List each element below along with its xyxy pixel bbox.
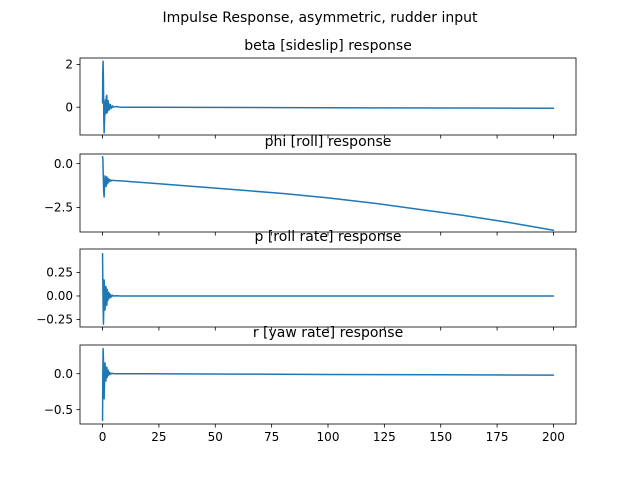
series-line [101, 155, 555, 231]
series-line [101, 60, 555, 134]
axes-frame [79, 248, 577, 328]
x-tick-label: 150 [429, 430, 452, 444]
series-line [101, 347, 555, 422]
x-tick-label: 50 [208, 430, 223, 444]
y-tick-label: 0.25 [46, 266, 73, 280]
y-tick-label: 0.00 [46, 289, 73, 303]
x-tick-label: 200 [542, 430, 565, 444]
x-tick-label: 0 [99, 430, 107, 444]
series-line [101, 252, 555, 325]
y-tick-label: −0.5 [44, 403, 73, 417]
subplot-2: phi [roll] response 0.0 −2.5 [44, 134, 577, 236]
subplot-title: beta [sideslip] response [244, 38, 412, 54]
y-tick-label: 0 [65, 100, 73, 114]
x-tick-label: 175 [486, 430, 509, 444]
subplot-title: r [yaw rate] response [253, 325, 403, 341]
axes-frame [79, 57, 577, 136]
y-tick-label: −2.5 [44, 201, 73, 215]
subplot-3: p [roll rate] response 0.25 0.00 −0.25 [36, 229, 577, 331]
x-tick-label: 125 [373, 430, 396, 444]
subplot-1: beta [sideslip] response 2 0 [65, 38, 577, 139]
y-tick-label: 0.0 [54, 367, 73, 381]
subplots: beta [sideslip] response 2 0 phi [roll] res… [36, 38, 577, 444]
subplot-title: phi [roll] response [265, 134, 392, 150]
subplot-4: r [yaw rate] response 0.0 −0.5 0 25 50 75 100 12… [44, 325, 577, 444]
y-tick-label: 0.0 [54, 157, 73, 171]
y-tick-label: 2 [65, 58, 73, 72]
axes-frame [79, 344, 577, 425]
x-tick-label: 75 [264, 430, 279, 444]
figure-title: Impulse Response, asymmetric, rudder inp… [163, 10, 478, 26]
x-tick-label: 25 [151, 430, 166, 444]
y-tick-label: −0.25 [36, 313, 73, 327]
x-tick-label: 100 [317, 430, 340, 444]
subplot-title: p [roll rate] response [255, 229, 402, 245]
axes-frame [79, 153, 577, 233]
